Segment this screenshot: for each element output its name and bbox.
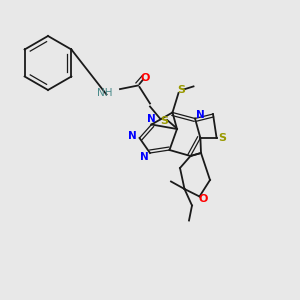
Text: N: N	[128, 130, 136, 141]
Text: S: S	[160, 116, 168, 126]
Text: N: N	[140, 152, 148, 163]
Text: N: N	[196, 110, 205, 120]
Text: O: O	[198, 194, 208, 205]
Text: S: S	[178, 85, 185, 95]
Text: S: S	[218, 133, 226, 143]
Text: O: O	[140, 73, 150, 83]
Text: NH: NH	[97, 88, 113, 98]
Text: N: N	[147, 114, 156, 124]
